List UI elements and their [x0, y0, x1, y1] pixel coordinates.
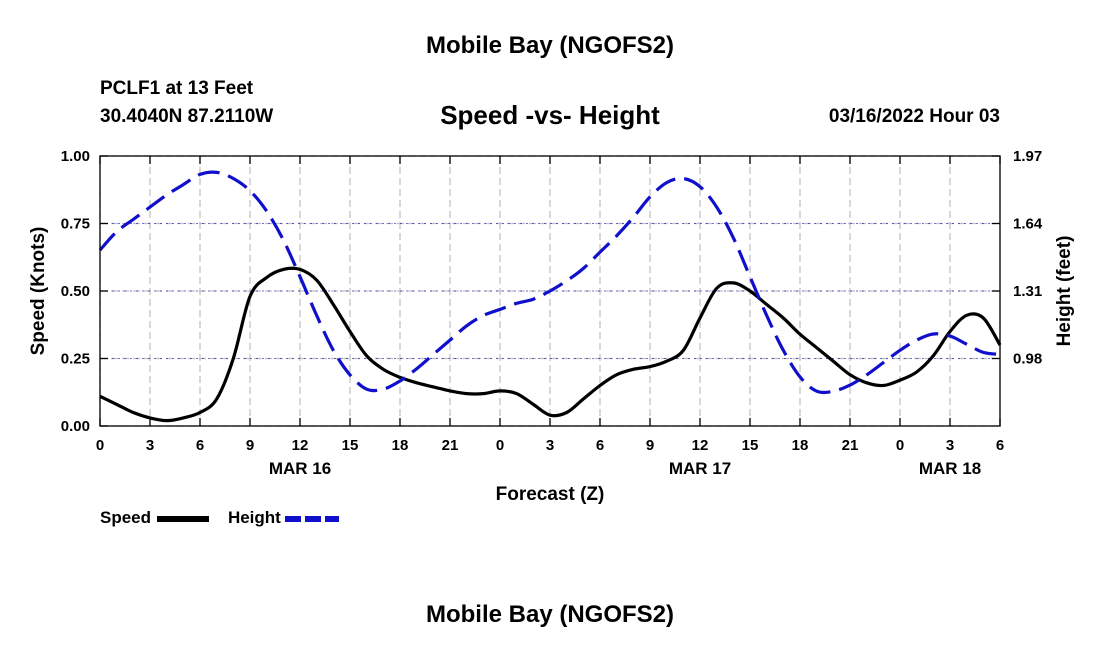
y2-tick-label: 1.64 — [1013, 216, 1043, 233]
x-tick-label: 6 — [996, 437, 1004, 454]
y-tick-label: 1.00 — [61, 148, 90, 165]
y-tick-label: 0.75 — [61, 216, 90, 233]
series-line-speed — [99, 266, 1002, 423]
x-tick-label: 0 — [496, 437, 504, 454]
axis-layer: 0 3 6 9 12 15 18 21 0 3 6 9 12 15 18 21 0 3 6 MAR 16 MAR 17 M… — [28, 148, 1075, 505]
y-tick-label: 0.25 — [61, 351, 90, 368]
x-tick-label: 9 — [646, 437, 654, 454]
date-label: MAR 17 — [669, 459, 731, 478]
speed-height-chart: 0 3 6 9 12 15 18 21 0 3 6 9 12 15 18 21 0 3 6 MAR 16 MAR 17 M… — [28, 148, 1075, 505]
legend-height-label: Height — [227, 508, 281, 527]
legend: Speed Height — [100, 508, 340, 528]
y2-tick-label: 1.31 — [1013, 283, 1042, 300]
x-tick-label: 21 — [442, 437, 459, 454]
x-tick-label: 3 — [946, 437, 954, 454]
page-title: Mobile Bay (NGOFS2) — [425, 32, 675, 59]
legend-speed-label: Speed — [100, 508, 152, 527]
y2-tick-label: 0.98 — [1013, 351, 1042, 368]
station-coords: 30.4040N 87.2110W — [100, 106, 274, 127]
y2-axis-title: Height (feet) — [1054, 236, 1075, 347]
x-tick-label: 6 — [596, 437, 604, 454]
forecast-datetime: 03/16/2022 Hour 03 — [828, 106, 1000, 127]
x-tick-label: 9 — [246, 437, 254, 454]
x-tick-label: 0 — [896, 437, 904, 454]
x-tick-label: 18 — [792, 437, 809, 454]
x-tick-label: 3 — [146, 437, 154, 454]
x-tick-label: 3 — [546, 437, 554, 454]
station-label: PCLF1 at 13 Feet — [100, 78, 254, 99]
y-tick-label: 0.00 — [61, 418, 90, 435]
y-tick-label: 0.50 — [61, 283, 90, 300]
x-tick-label: 6 — [196, 437, 204, 454]
series-line-height — [98, 170, 1001, 395]
x-tick-label: 21 — [842, 437, 859, 454]
x-tick-label: 18 — [392, 437, 409, 454]
y-axis-title: Speed (Knots) — [28, 227, 49, 356]
date-label: MAR 16 — [269, 459, 331, 478]
x-tick-label: 12 — [692, 437, 709, 454]
series-layer — [98, 170, 1002, 423]
date-label: MAR 18 — [919, 459, 981, 478]
legend-height-swatch — [285, 515, 340, 522]
x-tick-label: 15 — [342, 437, 359, 454]
legend-speed-swatch — [157, 515, 210, 522]
x-axis-title: Forecast (Z) — [496, 484, 605, 505]
page-title-repeat: Mobile Bay (NGOFS2) — [425, 601, 675, 628]
x-tick-label: 0 — [96, 437, 104, 454]
x-tick-label: 12 — [292, 437, 309, 454]
x-tick-label: 15 — [742, 437, 759, 454]
chart-subtitle: Speed -vs- Height — [440, 100, 660, 130]
y2-tick-label: 1.97 — [1013, 148, 1042, 165]
